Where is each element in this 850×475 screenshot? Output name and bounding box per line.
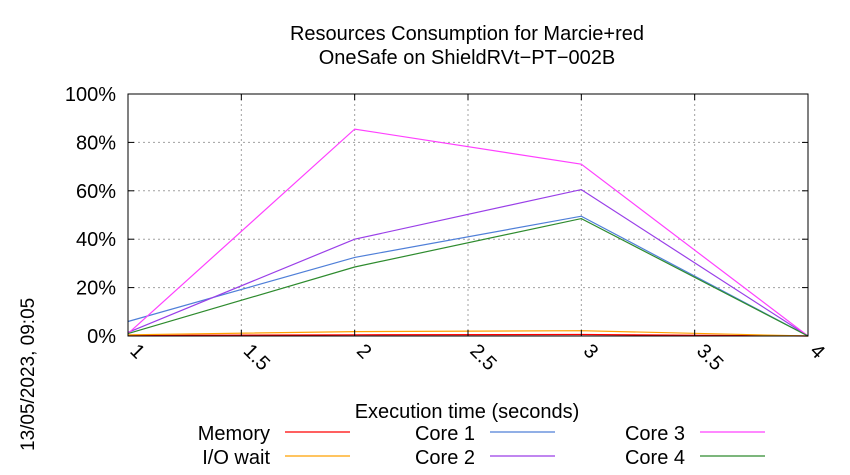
y-tick-label: 40%	[76, 229, 116, 251]
legend-label-memory: Memory	[198, 423, 270, 445]
legend-label-core-4: Core 4	[625, 447, 685, 469]
legend-label-i-o-wait: I/O wait	[202, 447, 270, 469]
x-axis-label: Execution time (seconds)	[355, 401, 580, 423]
y-axis-ticks: 0% 20% 40% 60% 80% 100%	[65, 84, 808, 348]
legend-label-core-2: Core 2	[415, 447, 475, 469]
y-tick-label: 100%	[65, 84, 116, 106]
x-tick-label: 3.5	[692, 340, 727, 375]
y-tick-label: 60%	[76, 181, 116, 203]
x-tick-label: 2	[352, 340, 375, 363]
series-line-core-3	[127, 128, 809, 337]
series-line-core-2	[127, 188, 809, 337]
x-tick-label: 4	[805, 340, 828, 363]
y-tick-label: 80%	[76, 132, 116, 154]
timestamp-label: 13/05/2023, 09:05	[18, 298, 39, 451]
x-tick-label: 1	[125, 340, 148, 363]
y-tick-label: 20%	[76, 278, 116, 300]
x-tick-label: 3	[579, 340, 602, 363]
chart-title-line-2: OneSafe on ShieldRVt−PT−002B	[319, 47, 616, 69]
legend-label-core-1: Core 1	[415, 423, 475, 445]
x-tick-label: 2.5	[465, 340, 500, 375]
legend-label-core-3: Core 3	[625, 423, 685, 445]
series-line-core-1	[127, 215, 809, 337]
y-tick-label: 0%	[87, 326, 116, 348]
series-line-core-4	[127, 217, 809, 337]
x-tick-label: 1.5	[239, 340, 274, 375]
chart-title-line-1: Resources Consumption for Marcie+red	[290, 23, 644, 45]
